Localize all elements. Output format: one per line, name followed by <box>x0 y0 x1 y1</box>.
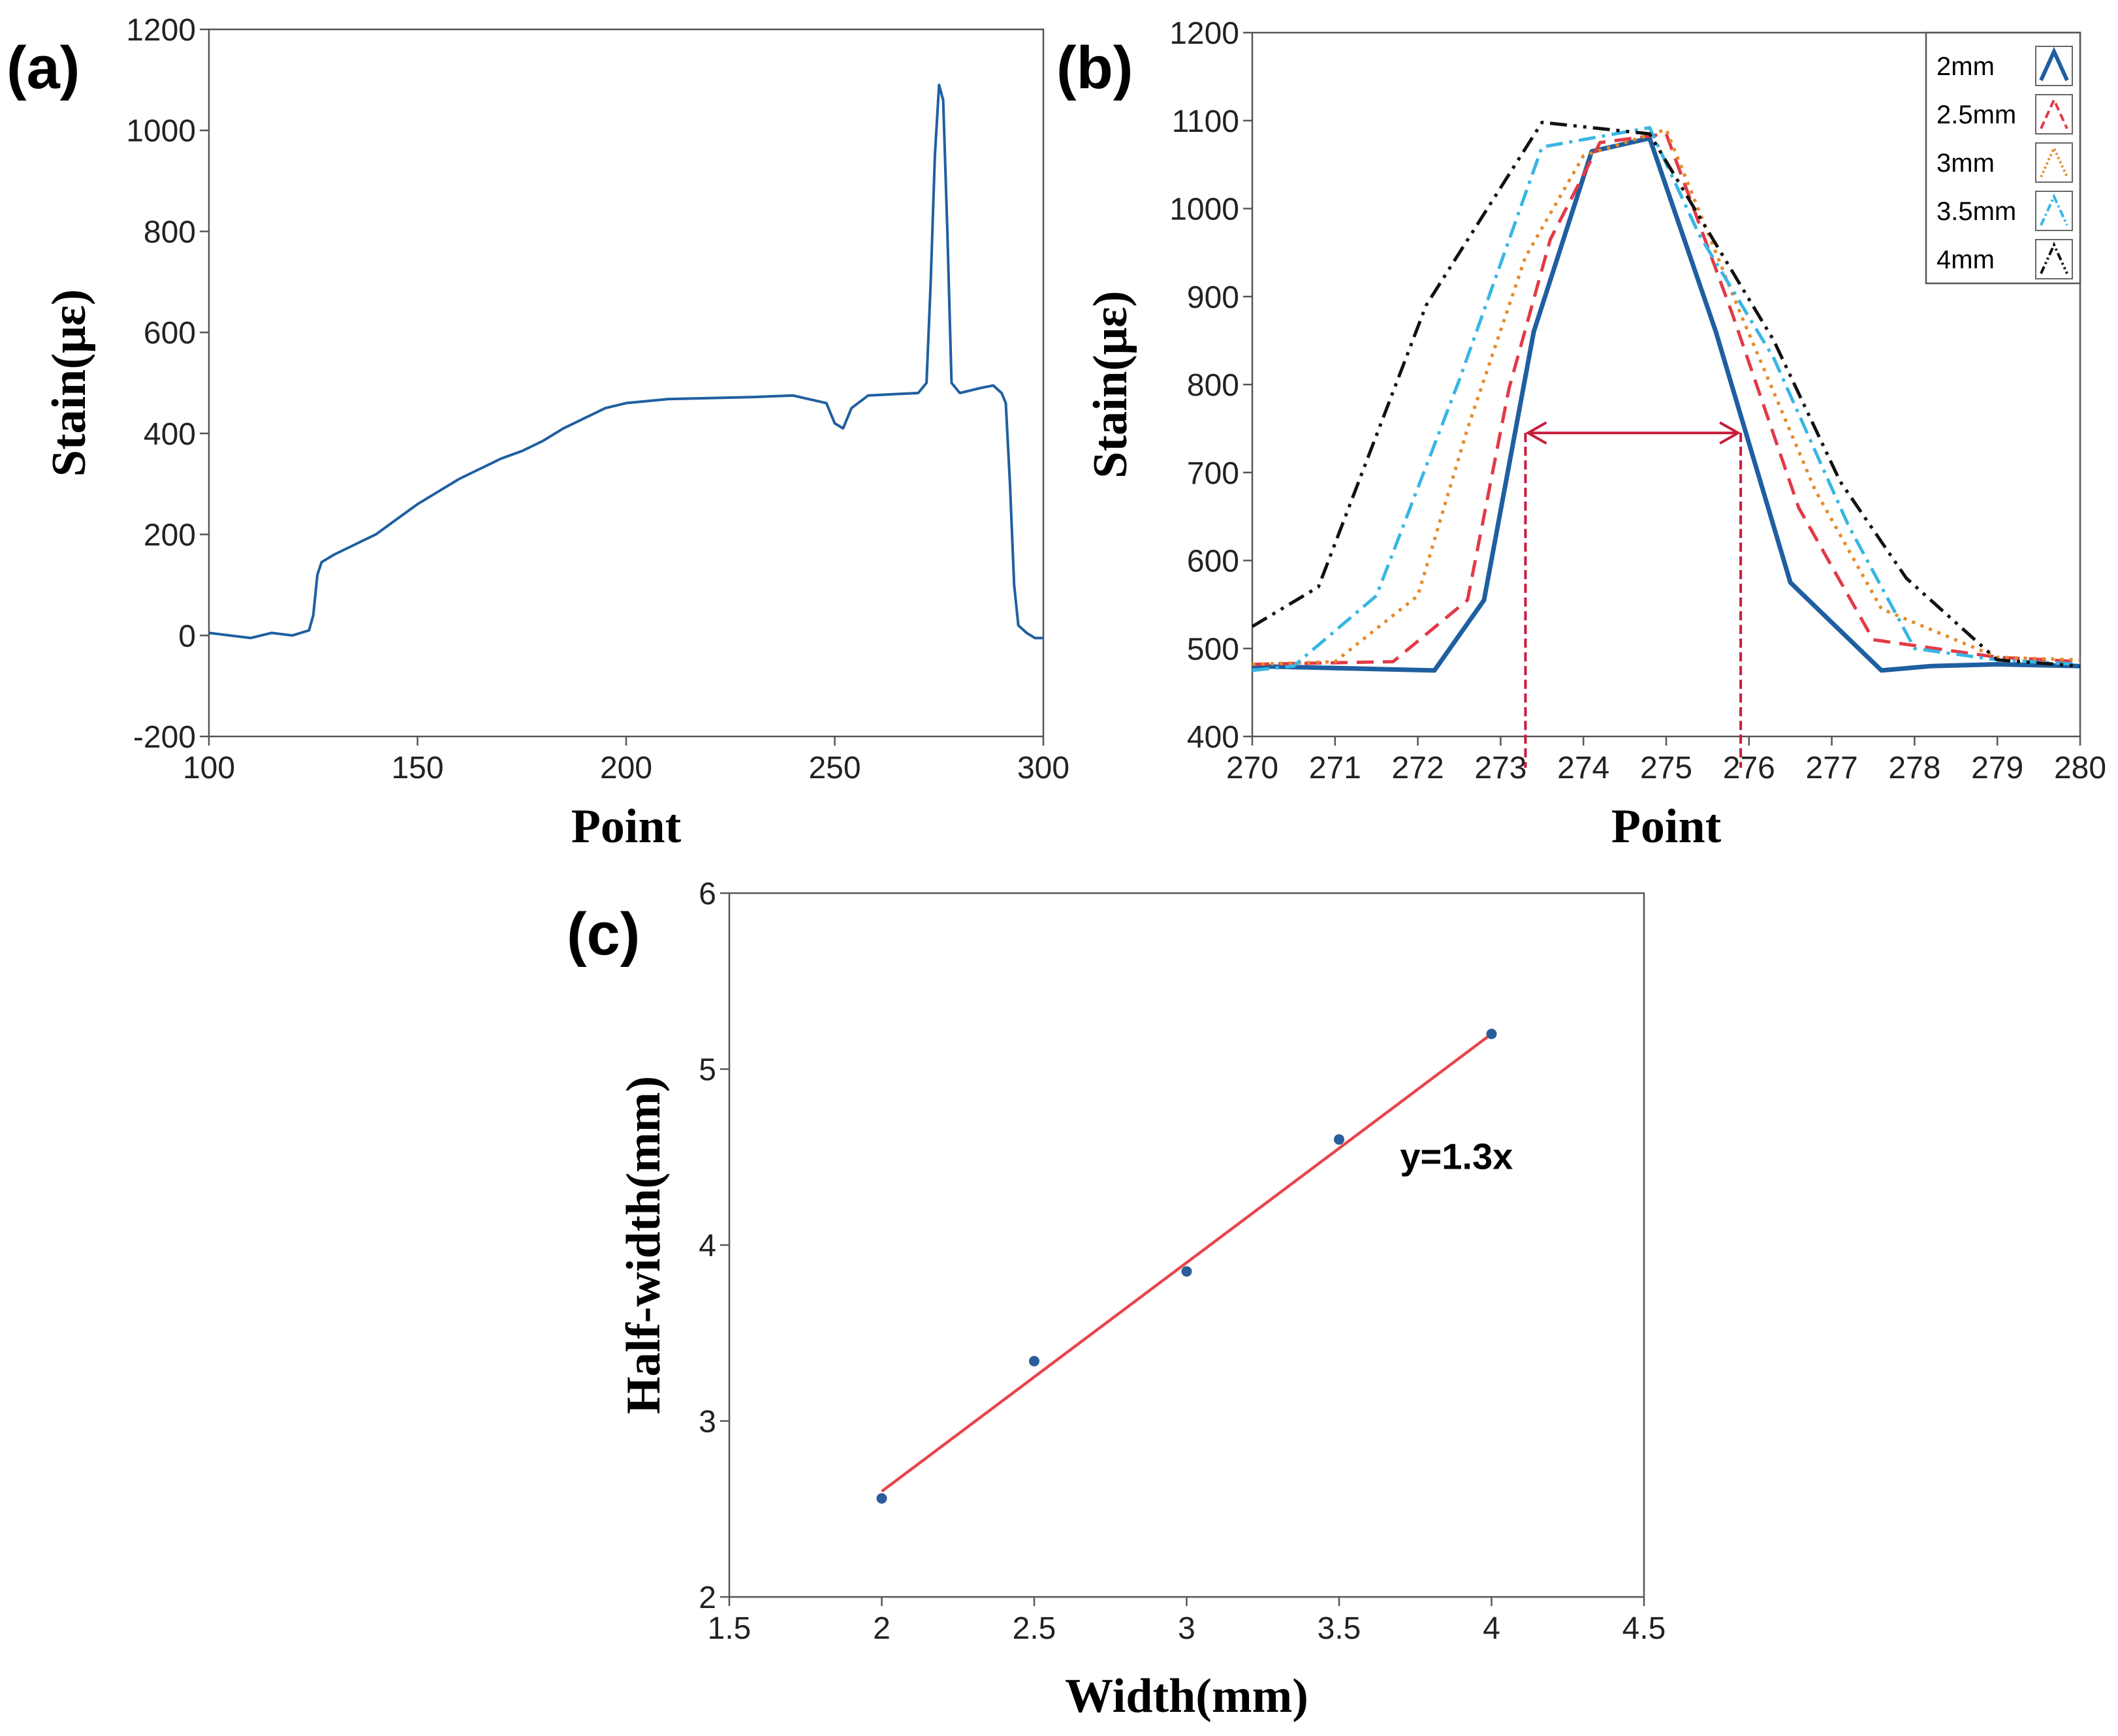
y-axis-label: Half-width(mm) <box>617 1076 671 1414</box>
x-tick-label: 250 <box>808 751 861 785</box>
legend-swatch-line <box>2040 145 2068 178</box>
x-tick-label: 3 <box>1178 1611 1195 1646</box>
y-tick-label: -200 <box>133 720 196 755</box>
legend-swatch-line <box>2039 46 2069 82</box>
legend-label: 3mm <box>1936 149 1995 178</box>
series-line-2_5mm <box>1252 132 2081 666</box>
x-tick-label: 276 <box>1723 751 1775 785</box>
legend-label: 4mm <box>1936 245 1995 274</box>
data-point <box>1486 1028 1497 1039</box>
panel-label: (c) <box>567 901 640 968</box>
x-tick-label: 2 <box>873 1611 891 1646</box>
x-axis-label: Width(mm) <box>1065 1669 1308 1723</box>
y-tick-label: 500 <box>1187 632 1239 667</box>
panel-label: (b) <box>1056 35 1133 101</box>
x-tick-label: 150 <box>391 751 443 785</box>
x-axis-label: Point <box>1611 800 1722 853</box>
x-tick-label: 4.5 <box>1622 1611 1666 1646</box>
x-tick-label: 300 <box>1017 751 1069 785</box>
y-tick-label: 1100 <box>1172 104 1239 139</box>
y-tick-label: 600 <box>1187 544 1239 579</box>
x-tick-label: 100 <box>183 751 235 785</box>
series-line-3mm <box>1252 127 2081 666</box>
series-line-strain <box>208 84 1043 640</box>
data-point <box>876 1493 887 1504</box>
series-line-2mm <box>1252 136 2081 673</box>
data-point <box>1181 1266 1192 1277</box>
y-tick-label: 700 <box>1187 456 1239 491</box>
x-tick-label: 277 <box>1806 751 1858 785</box>
y-tick-label: 4 <box>699 1229 716 1263</box>
y-tick-label: 1200 <box>126 13 196 48</box>
y-tick-label: 5 <box>699 1053 716 1088</box>
x-tick-label: 271 <box>1309 751 1361 785</box>
legend-label: 3.5mm <box>1936 197 2016 226</box>
legend-label: 2.5mm <box>1936 101 2016 129</box>
y-tick-label: 600 <box>144 316 196 351</box>
x-axis-label: Point <box>571 800 682 853</box>
panel-a: 100 150 200 250 300 -200 0 200 400 600 800 1000 1200… <box>7 13 1069 853</box>
panel-c: 1.5 2 2.5 3 3.5 4 4.523456Width(mm)Half-width(… <box>567 877 1666 1723</box>
x-tick-label: 2.5 <box>1013 1611 1056 1646</box>
fit-equation: y=1.3x <box>1400 1135 1513 1176</box>
y-tick-label: 800 <box>1187 368 1239 403</box>
x-tick-label: 275 <box>1640 751 1692 785</box>
y-axis-label: Stain(με) <box>1084 291 1137 478</box>
y-tick-label: 3 <box>699 1405 716 1440</box>
half-width-arrow-right-head <box>1719 421 1741 445</box>
x-tick-label: 4 <box>1483 1611 1500 1646</box>
y-tick-label: 1000 <box>126 114 196 149</box>
y-tick-label: 400 <box>1187 720 1239 755</box>
data-point <box>1334 1134 1344 1145</box>
x-tick-label: 3.5 <box>1318 1611 1361 1646</box>
y-tick-label: 0 <box>178 619 196 654</box>
panel-b: 270 271 272 273 274 275 276 277 278 279 280 400 500 6… <box>1056 16 2106 853</box>
y-tick-label: 200 <box>144 518 196 553</box>
x-tick-label: 270 <box>1226 751 1278 785</box>
x-tick-label: 280 <box>2054 751 2106 785</box>
series-line-4mm <box>1251 120 2081 668</box>
plot-frame-a <box>208 28 1045 738</box>
y-tick-label: 400 <box>144 417 196 452</box>
y-tick-label: 2 <box>699 1581 716 1615</box>
x-tick-label: 272 <box>1392 751 1444 785</box>
legend: 2mm 2.5mm 3mm 3.5mm 4mm <box>1925 31 2081 285</box>
y-tick-label: 6 <box>699 877 716 911</box>
x-tick-label: 274 <box>1557 751 1609 785</box>
y-tick-label: 1000 <box>1169 193 1239 227</box>
y-axis-label: Stain(με) <box>42 289 96 477</box>
plot-frame-c <box>728 892 1645 1598</box>
legend-swatch-line <box>2040 242 2068 274</box>
x-tick-label: 279 <box>1971 751 2023 785</box>
x-tick-label: 1.5 <box>708 1611 751 1646</box>
legend-label: 2mm <box>1936 52 1995 81</box>
legend-swatch-line <box>2040 193 2068 226</box>
x-tick-label: 278 <box>1888 751 1940 785</box>
y-tick-label: 1200 <box>1169 16 1239 51</box>
x-tick-label: 200 <box>600 751 652 785</box>
legend-swatch-line <box>2040 97 2068 129</box>
fit-line <box>881 1032 1493 1493</box>
y-tick-label: 900 <box>1187 280 1239 315</box>
panel-label: (a) <box>7 35 80 101</box>
half-width-arrow-left-head <box>1525 421 1547 445</box>
x-tick-label: 273 <box>1474 751 1526 785</box>
data-point <box>1029 1355 1039 1366</box>
y-tick-label: 800 <box>144 215 196 249</box>
series-line-3_5mm <box>1252 126 2081 672</box>
